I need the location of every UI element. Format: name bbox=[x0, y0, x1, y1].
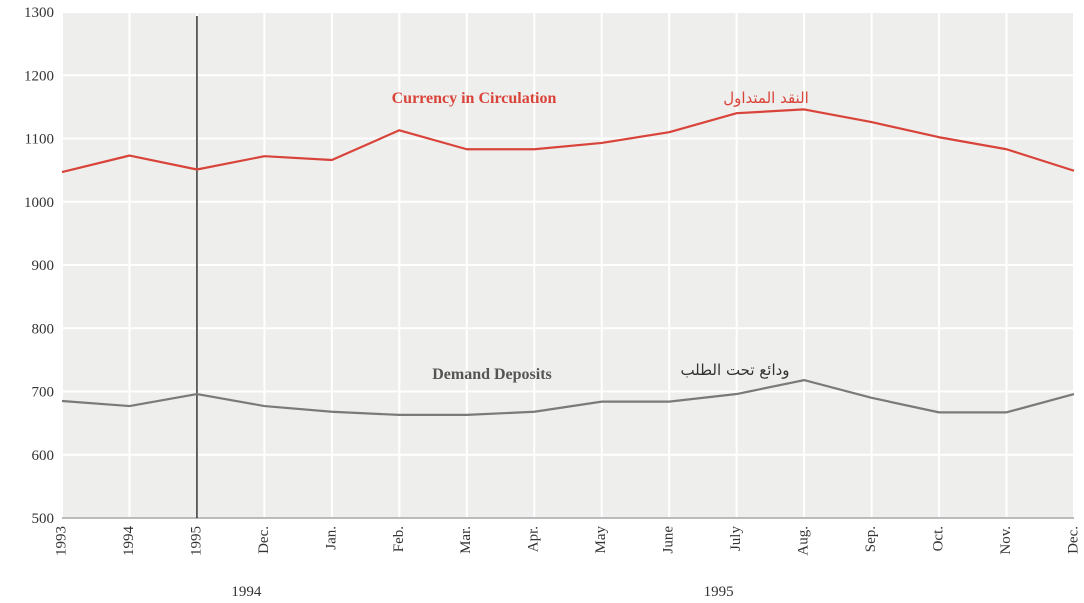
x-tick-label: Oct. bbox=[931, 526, 947, 551]
y-tick-label: 500 bbox=[32, 511, 55, 527]
y-tick-label: 1300 bbox=[24, 5, 54, 21]
x-group-label: 1994 bbox=[231, 584, 262, 600]
demand-deposits-label-arabic: ودائع تحت الطلب bbox=[680, 361, 789, 379]
x-tick-label: Nov. bbox=[998, 526, 1014, 555]
x-tick-label: Sep. bbox=[863, 526, 879, 552]
x-tick-label: Apr. bbox=[526, 526, 542, 552]
x-tick-label: Dec. bbox=[1065, 526, 1081, 554]
y-tick-label: 800 bbox=[32, 321, 55, 337]
x-tick-label: 1994 bbox=[121, 526, 137, 557]
x-tick-label: Feb. bbox=[391, 526, 407, 552]
x-tick-label: July bbox=[728, 526, 744, 552]
x-tick-label: Mar. bbox=[458, 526, 474, 554]
y-tick-label: 1200 bbox=[24, 68, 54, 84]
x-tick-label: 1993 bbox=[53, 526, 69, 556]
x-group-label: 1995 bbox=[704, 584, 734, 600]
x-group-labels: 1994 1995 bbox=[231, 584, 733, 600]
demand-deposits-label: Demand Deposits bbox=[432, 366, 552, 383]
y-tick-label: 900 bbox=[32, 258, 55, 274]
x-tick-label: Jan. bbox=[323, 526, 339, 550]
currency-label-arabic: النقد المتداول bbox=[723, 89, 809, 107]
currency-label: Currency in Circulation bbox=[392, 90, 557, 107]
x-tick-label: 1995 bbox=[188, 526, 204, 556]
y-tick-label: 1000 bbox=[24, 195, 54, 211]
x-tick-label: Dec. bbox=[256, 526, 272, 554]
x-tick-label: May bbox=[593, 526, 609, 554]
y-tick-label: 700 bbox=[32, 385, 55, 401]
x-tick-label: Aug. bbox=[796, 526, 812, 556]
y-tick-label: 600 bbox=[32, 448, 55, 464]
y-tick-label: 1100 bbox=[25, 132, 54, 148]
x-tick-label: June bbox=[661, 526, 677, 554]
x-axis: 1993 1994 1995 Dec. Jan. Feb. Mar. Apr. May June J… bbox=[53, 526, 1081, 557]
